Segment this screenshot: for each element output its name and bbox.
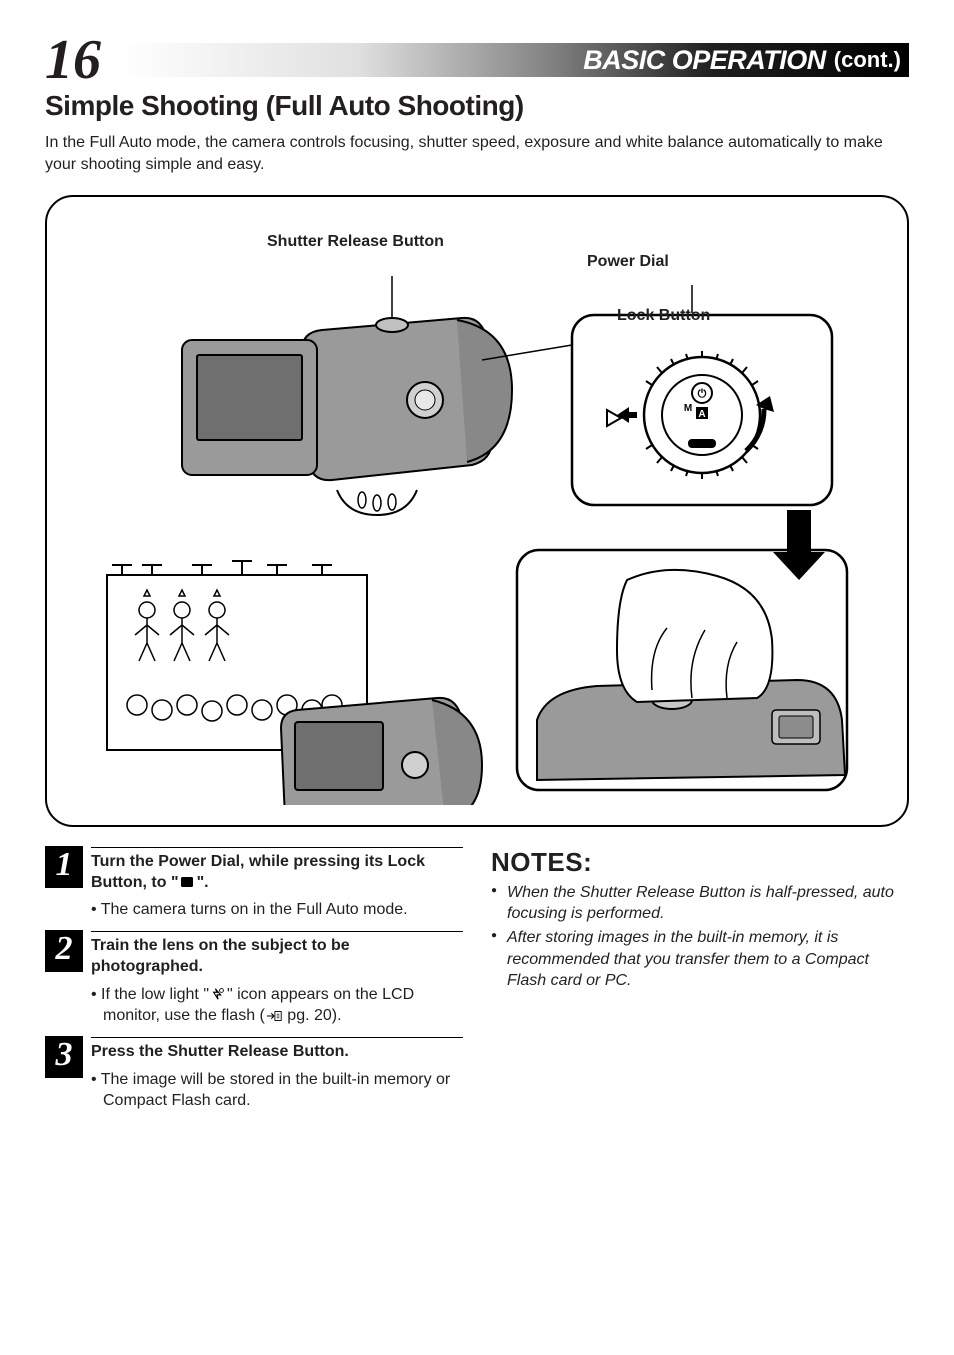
section-subtitle: Simple Shooting (Full Auto Shooting) (45, 90, 909, 122)
step-3: 3 Press the Shutter Release Button. • Th… (91, 1037, 463, 1122)
notes-column: NOTES: When the Shutter Release Button i… (491, 847, 909, 1122)
step-detail: • The image will be stored in the built-… (91, 1069, 463, 1112)
step-heading: Train the lens on the subject to be phot… (91, 936, 463, 978)
camera-square-icon (179, 875, 197, 889)
page-number: 16 (45, 32, 101, 88)
page: 16 BASIC OPERATION (cont.) Simple Shooti… (0, 0, 954, 1167)
step-heading: Turn the Power Dial, while pressing its … (91, 852, 463, 894)
power-dial-label: Power Dial (587, 253, 669, 271)
diagram-illustration: ⏻ A M (75, 215, 879, 805)
step-detail-post: pg. 20). (283, 1007, 342, 1024)
note-item: After storing images in the built-in mem… (491, 927, 909, 992)
note-item: When the Shutter Release Button is half-… (491, 882, 909, 925)
lock-button-label: Lock Button (617, 307, 710, 325)
step-number: 1 (45, 846, 83, 888)
step-1: 1 Turn the Power Dial, while pressing it… (91, 847, 463, 931)
step-detail: • If the low light "" icon appears on th… (91, 984, 463, 1027)
columns: 1 Turn the Power Dial, while pressing it… (45, 847, 909, 1122)
shutter-label: Shutter Release Button (267, 233, 444, 251)
step-head-pre: Turn the Power Dial, while pressing its … (91, 853, 425, 891)
notes-title: NOTES: (491, 847, 909, 878)
low-light-icon (209, 987, 227, 1001)
svg-text:⏻: ⏻ (698, 387, 707, 400)
notes-list: When the Shutter Release Button is half-… (491, 882, 909, 992)
step-head-post: ". (197, 874, 209, 891)
step-detail: • The camera turns on in the Full Auto m… (91, 899, 463, 921)
header-cont: (cont.) (834, 47, 901, 73)
intro-text: In the Full Auto mode, the camera contro… (45, 132, 909, 177)
step-2: 2 Train the lens on the subject to be ph… (91, 931, 463, 1037)
steps-column: 1 Turn the Power Dial, while pressing it… (45, 847, 463, 1122)
step-detail-pre: • If the low light " (91, 986, 209, 1003)
header-bar: BASIC OPERATION (cont.) (121, 43, 909, 77)
step-number: 3 (45, 1036, 83, 1078)
page-ref-icon (265, 1009, 283, 1023)
svg-text:A: A (698, 409, 705, 420)
header-title: BASIC OPERATION (583, 45, 826, 76)
header-row: 16 BASIC OPERATION (cont.) (45, 32, 909, 88)
diagram-box: Shutter Release Button Power Dial Lock B… (45, 195, 909, 827)
step-number: 2 (45, 930, 83, 972)
step-heading: Press the Shutter Release Button. (91, 1042, 463, 1063)
svg-text:M: M (684, 403, 692, 414)
